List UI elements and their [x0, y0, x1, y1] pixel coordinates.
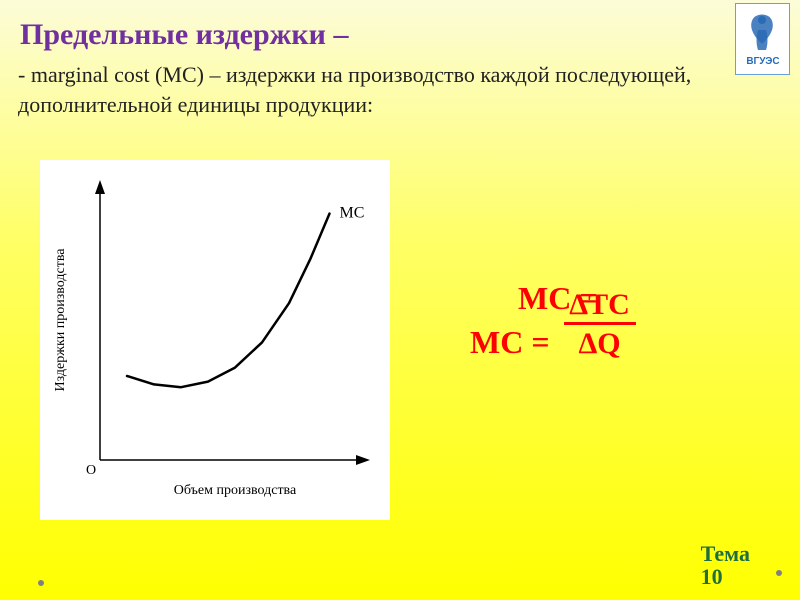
formula-fraction: ΔTC ΔQ — [564, 290, 636, 359]
svg-text:Объем производства: Объем производства — [174, 483, 297, 498]
slide-subtitle: - marginal cost (MC) – издержки на произ… — [0, 52, 800, 119]
svg-text:O: O — [86, 463, 96, 478]
decorative-dot — [776, 570, 782, 576]
formula-lhs: MC = — [470, 324, 550, 361]
institution-logo: ВГУЭС — [735, 3, 790, 75]
theme-label: Тема 10 — [701, 542, 750, 588]
theme-word: Тема — [701, 541, 750, 566]
decorative-dot — [38, 580, 44, 586]
formula-numerator: ΔTC — [569, 290, 629, 322]
theme-number: 10 — [701, 564, 723, 589]
slide-title: Предельные издержки – — [0, 0, 800, 52]
mc-curve-chart: O Объем производства Издержки производства… — [40, 160, 390, 520]
svg-text:Издержки производства: Издержки производства — [53, 248, 68, 392]
formula-denominator: ΔQ — [578, 325, 620, 359]
logo-text: ВГУЭС — [746, 56, 779, 67]
svg-text:MC: MC — [340, 205, 365, 222]
